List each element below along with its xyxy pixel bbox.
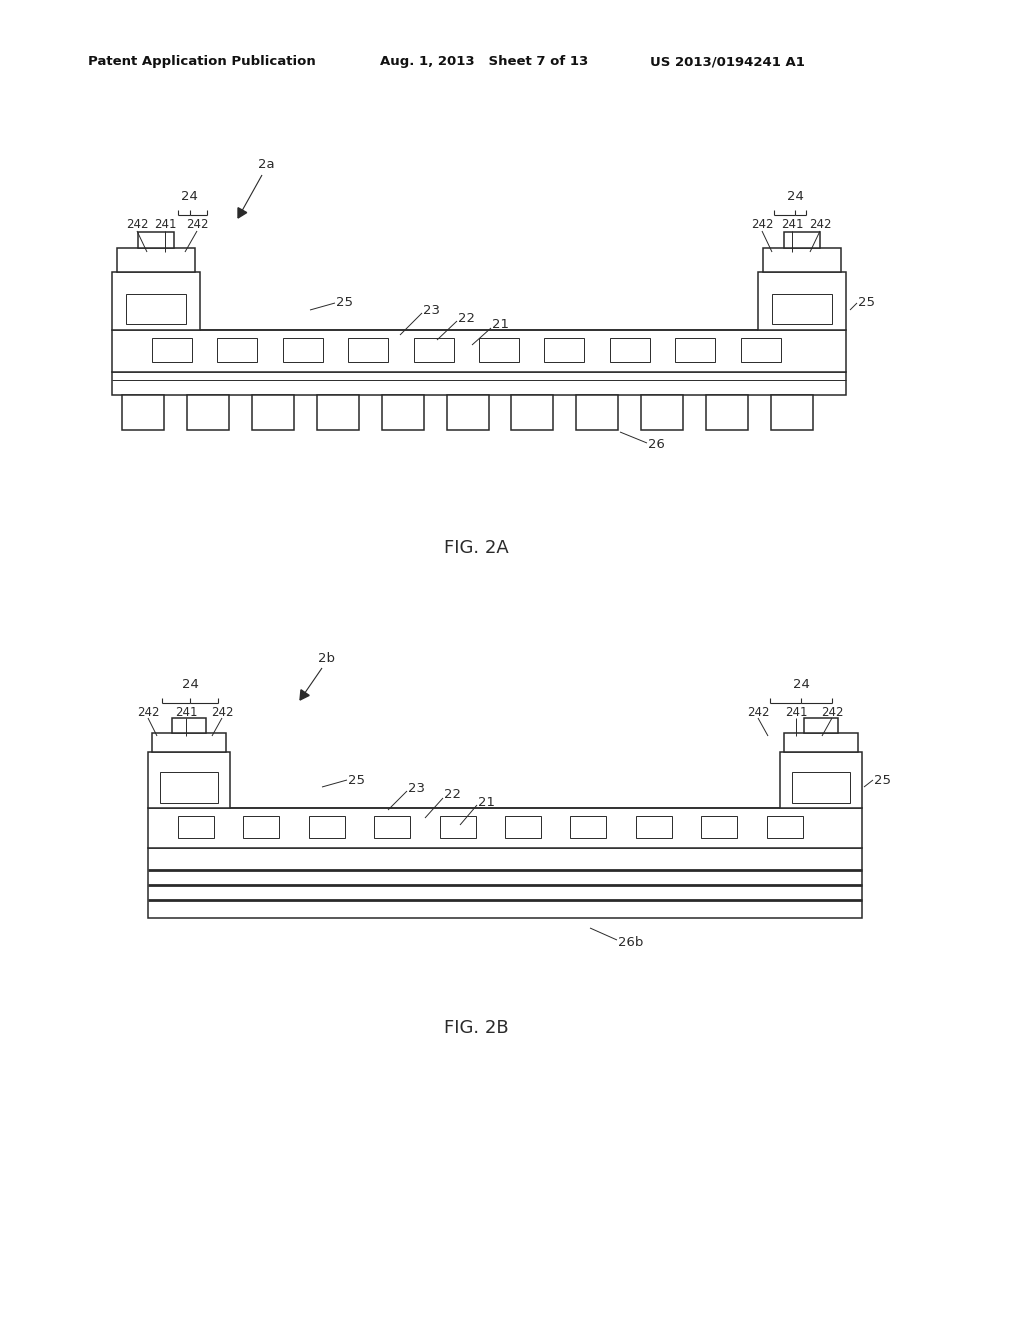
Bar (784, 733, 858, 752)
Bar (771, 395, 813, 430)
Text: 23: 23 (408, 781, 425, 795)
Bar (152, 338, 193, 362)
Text: 25: 25 (858, 297, 874, 309)
Text: 241: 241 (175, 706, 198, 719)
Bar (217, 338, 257, 362)
Text: 242: 242 (185, 219, 208, 231)
Bar (780, 752, 862, 808)
Bar (138, 232, 173, 248)
Bar (446, 395, 488, 430)
Text: 24: 24 (181, 190, 198, 202)
Bar (763, 248, 841, 272)
Bar (439, 816, 475, 838)
Text: US 2013/0194241 A1: US 2013/0194241 A1 (650, 55, 805, 69)
Text: 21: 21 (478, 796, 495, 808)
Bar (701, 816, 737, 838)
Bar (382, 395, 424, 430)
Bar (610, 338, 650, 362)
Text: 242: 242 (746, 706, 769, 719)
Text: Aug. 1, 2013   Sheet 7 of 13: Aug. 1, 2013 Sheet 7 of 13 (380, 55, 588, 69)
Text: 2b: 2b (318, 652, 335, 664)
Text: 242: 242 (751, 219, 773, 231)
Bar (414, 338, 454, 362)
Text: FIG. 2B: FIG. 2B (443, 1019, 508, 1038)
Text: 242: 242 (809, 219, 831, 231)
Bar (577, 395, 618, 430)
Text: 24: 24 (786, 190, 804, 202)
Bar (316, 395, 358, 430)
Bar (126, 294, 186, 323)
Bar (511, 395, 553, 430)
Text: 241: 241 (784, 706, 807, 719)
Bar (792, 772, 850, 803)
Bar (148, 752, 230, 808)
Bar (479, 338, 519, 362)
Text: 2a: 2a (258, 158, 274, 172)
Bar (505, 816, 541, 838)
Text: 242: 242 (821, 706, 843, 719)
Bar (122, 395, 164, 430)
Text: 242: 242 (126, 219, 148, 231)
Text: 26b: 26b (618, 936, 643, 949)
Text: 24: 24 (793, 678, 809, 692)
Bar (244, 816, 280, 838)
Text: 22: 22 (444, 788, 461, 801)
Bar (767, 816, 803, 838)
Bar (772, 294, 831, 323)
Text: 242: 242 (137, 706, 160, 719)
Text: Patent Application Publication: Patent Application Publication (88, 55, 315, 69)
Polygon shape (300, 690, 309, 700)
Bar (152, 733, 226, 752)
Polygon shape (238, 207, 247, 218)
Bar (545, 338, 585, 362)
Bar (148, 808, 862, 847)
Text: 242: 242 (211, 706, 233, 719)
Text: 241: 241 (154, 219, 176, 231)
Bar (784, 232, 819, 248)
Bar (309, 816, 345, 838)
Bar (348, 338, 388, 362)
Text: FIG. 2A: FIG. 2A (443, 539, 508, 557)
Bar (740, 338, 780, 362)
Bar (187, 395, 229, 430)
Text: 21: 21 (492, 318, 509, 331)
Bar (252, 395, 294, 430)
Text: 26: 26 (648, 438, 665, 451)
Bar (707, 395, 749, 430)
Bar (148, 847, 862, 917)
Bar (374, 816, 411, 838)
Text: 23: 23 (423, 304, 440, 317)
Bar (117, 248, 195, 272)
Bar (112, 272, 200, 330)
Bar (112, 372, 846, 395)
Bar (570, 816, 606, 838)
Text: 22: 22 (458, 312, 475, 325)
Bar (675, 338, 715, 362)
Text: 25: 25 (336, 297, 353, 309)
Bar (160, 772, 218, 803)
Bar (758, 272, 846, 330)
Bar (641, 395, 683, 430)
Text: 241: 241 (780, 219, 803, 231)
Bar (636, 816, 672, 838)
Bar (178, 816, 214, 838)
Text: 24: 24 (181, 678, 199, 692)
Bar (112, 330, 846, 372)
Text: 25: 25 (874, 774, 891, 787)
Bar (804, 718, 838, 733)
Text: 25: 25 (348, 774, 365, 787)
Bar (283, 338, 323, 362)
Bar (172, 718, 206, 733)
